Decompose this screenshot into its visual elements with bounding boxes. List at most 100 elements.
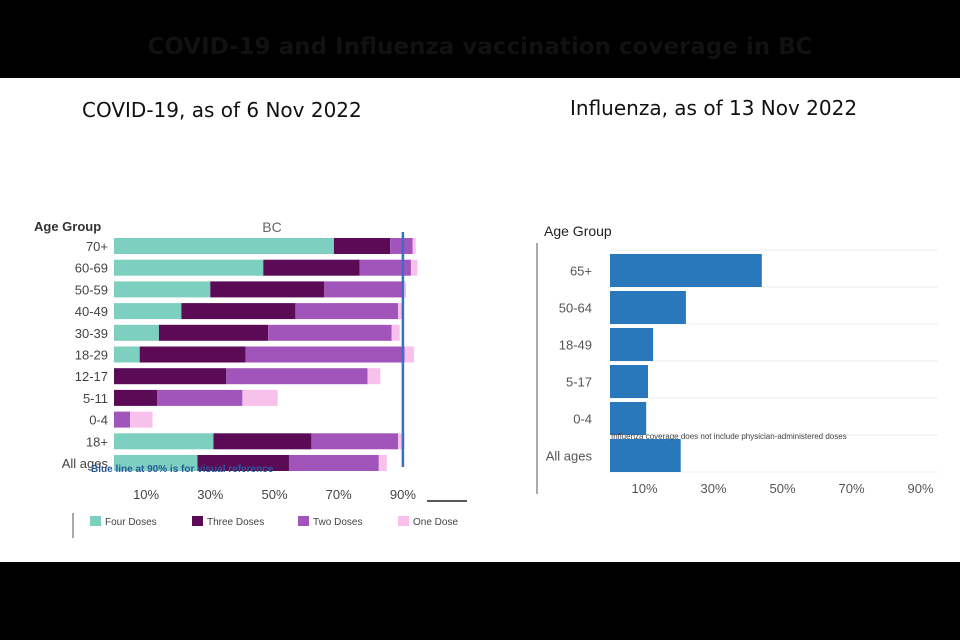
bar-one-dose-5-11 bbox=[242, 389, 278, 406]
bar-one-dose-30-39 bbox=[391, 324, 400, 341]
bar-one-dose-40-49 bbox=[398, 303, 403, 320]
flu-footnote: Influenza coverage does not include phys… bbox=[611, 432, 847, 441]
covid-x-tick: 50% bbox=[261, 487, 287, 502]
legend-label-three-doses: Three Doses bbox=[207, 517, 264, 528]
bar-one-dose-18 bbox=[398, 433, 405, 450]
bar-two-doses-70 bbox=[390, 238, 413, 254]
bar-one-dose-12-17 bbox=[367, 368, 381, 385]
covid-category-label: 50-59 bbox=[75, 282, 108, 297]
covid-chart-title: COVID-19, as of 6 Nov 2022 bbox=[82, 98, 362, 122]
bar-four-doses-70 bbox=[114, 238, 334, 254]
flu-x-tick: 70% bbox=[838, 481, 864, 496]
covid-x-tick: 90% bbox=[390, 487, 416, 502]
bar-three-doses-5-11 bbox=[114, 389, 158, 406]
bar-three-doses-18-29 bbox=[139, 346, 246, 363]
flu-bar-0-4 bbox=[610, 402, 647, 435]
bar-two-doses-60-69 bbox=[359, 259, 411, 276]
covid-category-label: All ages bbox=[62, 456, 109, 471]
covid-category-label: 18+ bbox=[86, 434, 108, 449]
flu-bar-all-ages bbox=[610, 439, 681, 472]
bar-one-dose-0-4 bbox=[130, 411, 153, 428]
legend-swatch-four-doses bbox=[90, 516, 101, 526]
bar-four-doses-18 bbox=[114, 433, 214, 450]
bar-two-doses-40-49 bbox=[295, 303, 399, 320]
bar-four-doses-all-ages bbox=[114, 455, 198, 471]
flu-category-label: 5-17 bbox=[566, 375, 592, 390]
flu-x-tick: 30% bbox=[700, 481, 726, 496]
covid-chart: Age Group BC 70+ 60-69 50-59 40-49 30-39 18-2… bbox=[34, 219, 467, 538]
bar-two-doses-0-4 bbox=[114, 411, 131, 428]
bar-three-doses-60-69 bbox=[263, 259, 360, 276]
flu-bar-65 bbox=[610, 254, 762, 287]
covid-category-label: 5-11 bbox=[83, 391, 108, 406]
covid-x-tick: 10% bbox=[133, 487, 159, 502]
covid-category-label: 40-49 bbox=[75, 304, 108, 319]
covid-category-label: 30-39 bbox=[75, 326, 108, 341]
flu-category-label: 18-49 bbox=[559, 338, 592, 353]
bar-two-doses-18-29 bbox=[245, 346, 405, 363]
legend-swatch-two-doses bbox=[298, 516, 309, 526]
bar-one-dose-70 bbox=[412, 238, 416, 254]
flu-bar-18-49 bbox=[610, 328, 654, 361]
covid-bars bbox=[114, 232, 418, 471]
bar-three-doses-18 bbox=[213, 433, 312, 450]
slide-background bbox=[0, 78, 960, 562]
bar-one-dose-18-29 bbox=[404, 346, 415, 363]
bar-three-doses-40-49 bbox=[181, 303, 296, 320]
bar-two-doses-12-17 bbox=[226, 368, 368, 385]
bar-one-dose-60-69 bbox=[410, 259, 418, 276]
bar-two-doses-5-11 bbox=[157, 389, 243, 406]
legend-label-one-dose: One Dose bbox=[413, 517, 458, 528]
bar-four-doses-30-39 bbox=[114, 324, 159, 341]
bar-three-doses-all-ages bbox=[197, 455, 289, 471]
covid-category-label: 12-17 bbox=[75, 369, 108, 384]
bar-two-doses-18 bbox=[311, 433, 399, 450]
bar-three-doses-30-39 bbox=[158, 324, 268, 341]
covid-y-axis-label: Age Group bbox=[34, 219, 101, 234]
flu-category-label: 0-4 bbox=[573, 412, 592, 427]
covid-category-label: 70+ bbox=[86, 239, 108, 254]
bar-three-doses-12-17 bbox=[114, 368, 227, 385]
flu-x-tick: 10% bbox=[631, 481, 657, 496]
bar-one-dose-all-ages bbox=[378, 455, 387, 471]
covid-category-label: 18-29 bbox=[75, 348, 108, 363]
bar-two-doses-all-ages bbox=[288, 455, 379, 471]
flu-category-label: 65+ bbox=[570, 264, 592, 279]
bar-four-doses-18-29 bbox=[114, 346, 140, 363]
covid-x-ticks: 10% 30% 50% 70% 90% bbox=[133, 487, 416, 502]
legend-swatch-three-doses bbox=[192, 516, 203, 526]
bar-four-doses-50-59 bbox=[114, 281, 211, 298]
bar-three-doses-50-59 bbox=[210, 281, 325, 298]
page-title: COVID-19 and Influenza vaccination cover… bbox=[147, 34, 813, 60]
flu-chart: Age Group 65+ 50-64 18-49 5-17 0-4 All ages 1… bbox=[536, 223, 938, 496]
bar-two-doses-50-59 bbox=[324, 281, 403, 298]
flu-x-tick: 90% bbox=[907, 481, 933, 496]
covid-x-tick: 70% bbox=[326, 487, 352, 502]
flu-bars bbox=[610, 254, 762, 472]
bar-two-doses-30-39 bbox=[268, 324, 392, 341]
bar-four-doses-60-69 bbox=[114, 259, 264, 276]
bar-three-doses-70 bbox=[333, 238, 391, 254]
flu-category-label: 50-64 bbox=[559, 301, 592, 316]
covid-category-labels: 70+ 60-69 50-59 40-49 30-39 18-29 12-17 5-11 0-4… bbox=[62, 239, 109, 471]
legend-swatch-one-dose bbox=[398, 516, 409, 526]
flu-category-labels: 65+ 50-64 18-49 5-17 0-4 All ages bbox=[546, 264, 593, 464]
flu-x-tick: 50% bbox=[769, 481, 795, 496]
covid-x-tick: 30% bbox=[197, 487, 223, 502]
flu-bar-50-64 bbox=[610, 291, 686, 324]
legend-label-two-doses: Two Doses bbox=[313, 517, 362, 528]
legend-label-four-doses: Four Doses bbox=[105, 517, 157, 528]
bar-four-doses-40-49 bbox=[114, 303, 182, 320]
covid-category-label: 60-69 bbox=[75, 261, 108, 276]
bar-one-dose-50-59 bbox=[402, 281, 407, 298]
flu-category-label: All ages bbox=[546, 449, 593, 464]
flu-y-axis-label: Age Group bbox=[544, 223, 612, 239]
flu-bar-5-17 bbox=[610, 365, 648, 398]
covid-category-label: 0-4 bbox=[89, 413, 108, 428]
flu-chart-title: Influenza, as of 13 Nov 2022 bbox=[570, 96, 858, 120]
flu-x-ticks: 10% 30% 50% 70% 90% bbox=[631, 481, 933, 496]
covid-legend: Four Doses Three Doses Two Doses One Dose bbox=[90, 516, 458, 528]
reference-line-note: Blue line at 90% is for visual reference bbox=[91, 464, 274, 475]
covid-subtitle: BC bbox=[262, 219, 281, 235]
